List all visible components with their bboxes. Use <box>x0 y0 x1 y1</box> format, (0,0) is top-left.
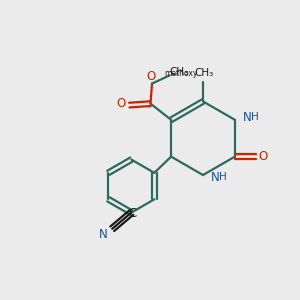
Text: CH₃: CH₃ <box>194 68 213 78</box>
Text: H: H <box>251 112 259 122</box>
Text: N: N <box>243 111 252 124</box>
Text: O: O <box>259 150 268 163</box>
Text: CH₃: CH₃ <box>170 67 189 77</box>
Text: H: H <box>219 172 227 182</box>
Text: N: N <box>99 228 108 241</box>
Text: C: C <box>128 207 137 220</box>
Text: O: O <box>147 70 156 83</box>
Text: N: N <box>211 171 220 184</box>
Text: methoxy: methoxy <box>164 68 197 77</box>
Text: O: O <box>116 97 126 110</box>
